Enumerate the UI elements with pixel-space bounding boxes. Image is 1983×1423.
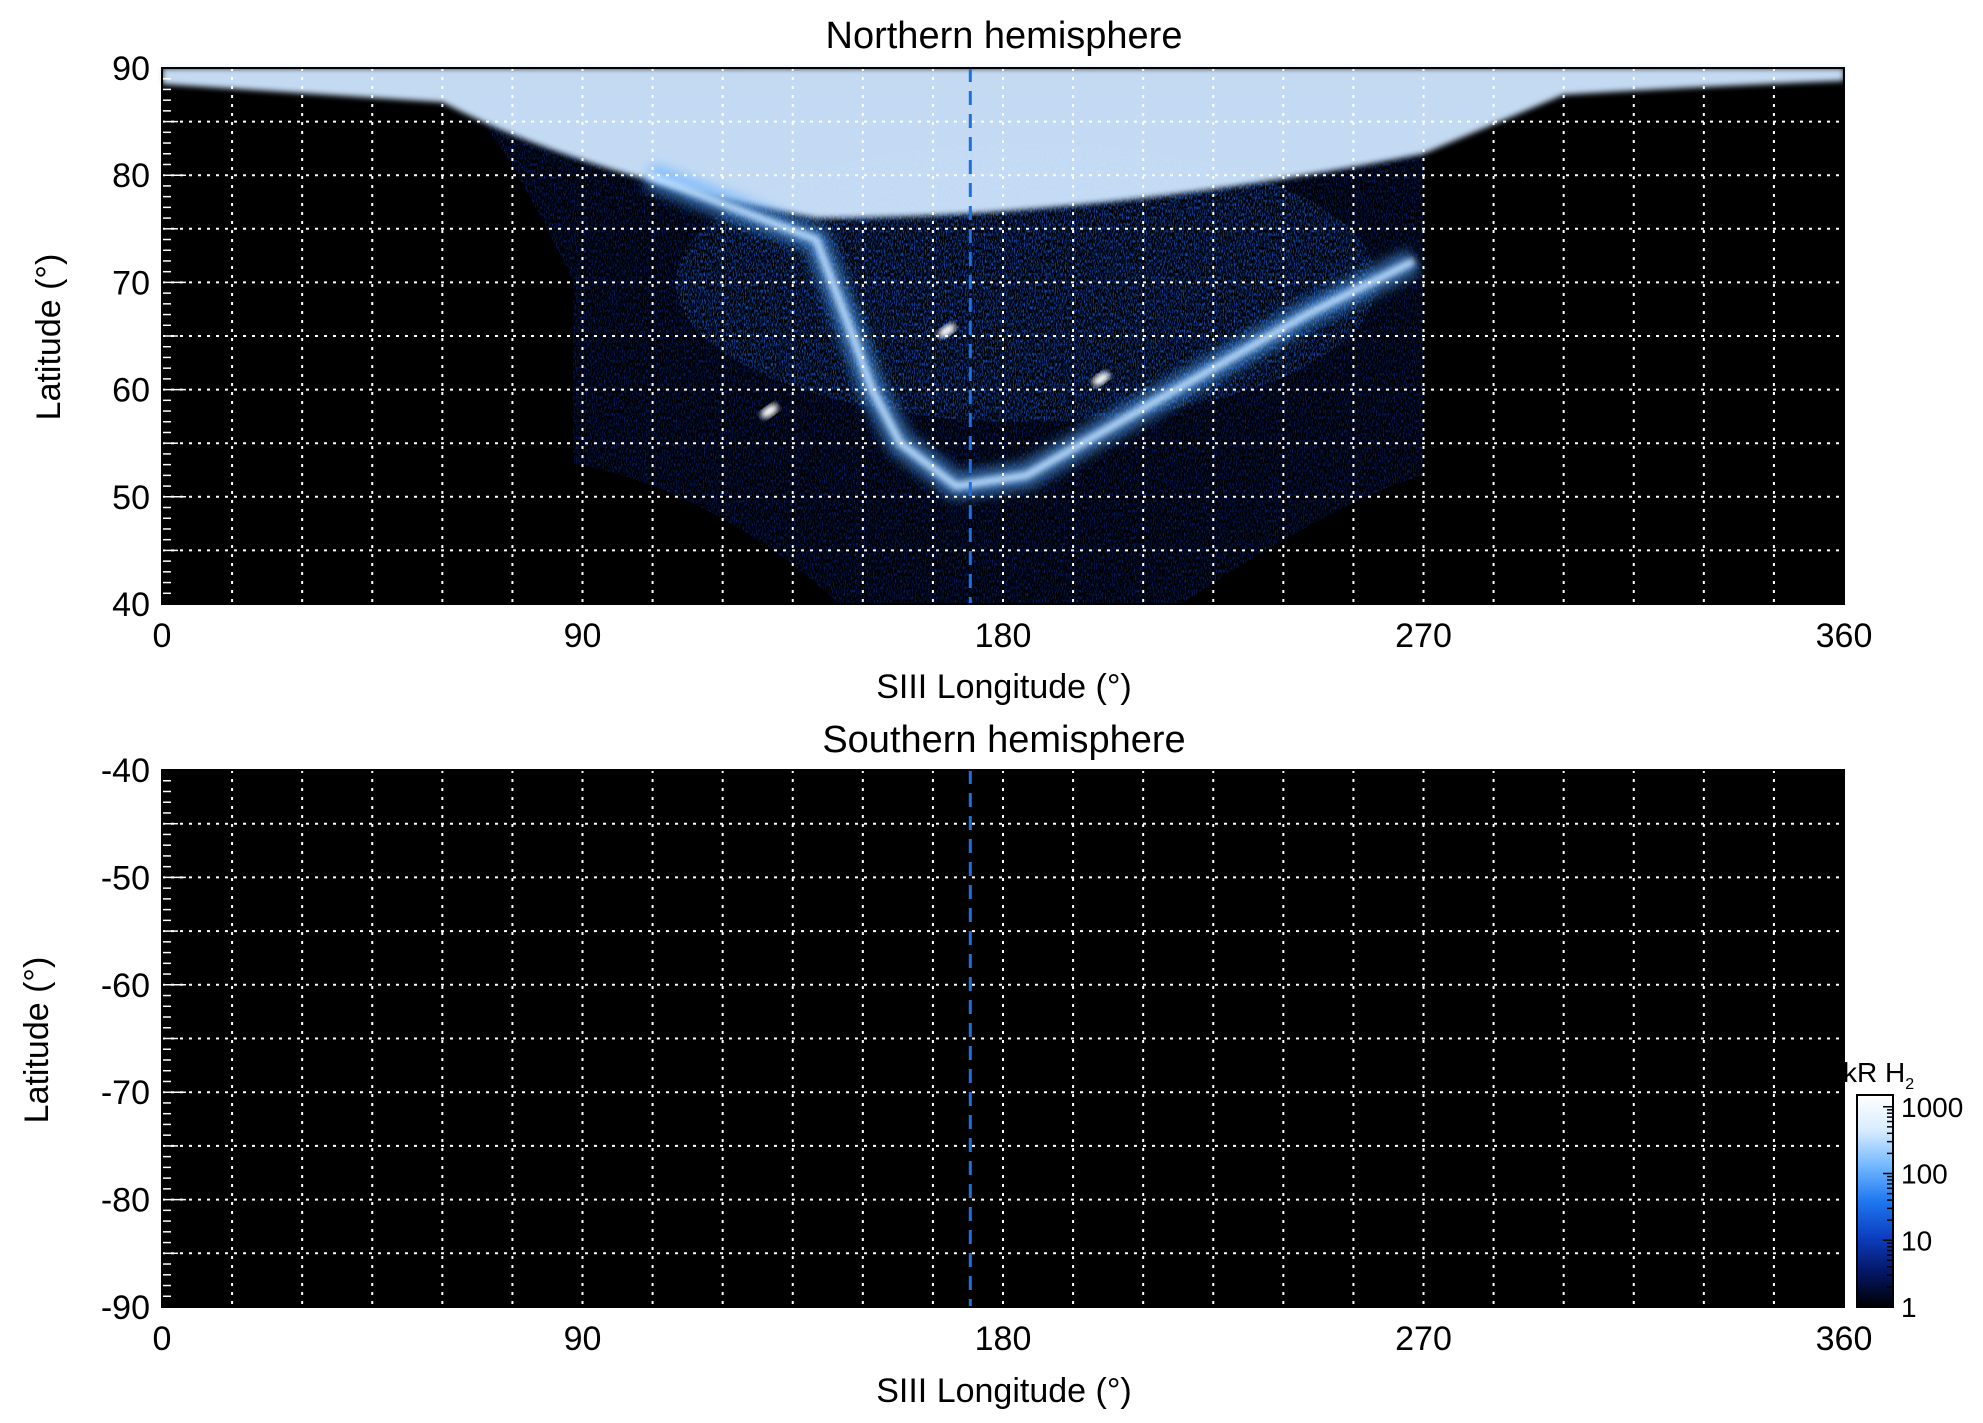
x-tick-label: 270 [1395,617,1452,655]
colorbar-tick-label: 100 [1901,1159,1948,1190]
plot-frame [161,67,1845,605]
y-minor-ticks [162,67,186,605]
y-axis-label: Latitude (°) [18,957,56,1124]
y-tick-label: 50 [112,479,150,517]
colorbar-gradient [1856,1094,1894,1308]
colorbar-label: kR H2 [1843,1057,1914,1093]
y-tick-label: -90 [101,1289,150,1327]
y-tick-labels: -40 -50 -60 -70 -80 -90 [101,752,150,1327]
bright-spot [760,403,779,419]
y-tick-label: 70 [112,264,150,302]
y-tick-label: 80 [112,157,150,195]
colorbar-tick-label: 1000 [1901,1092,1963,1123]
plot-area [161,769,1845,1308]
colorbar-ticks: 1000 100 10 1 [1883,1092,1963,1323]
x-tick-labels: 0 90 180 270 360 [153,617,1873,655]
chart-title: Northern hemisphere [826,15,1183,57]
colorbar-tick-label: 10 [1901,1225,1932,1256]
southern-hemisphere-panel: Southern hemisphere 0 90 180 270 360 -40-50-… [18,719,1872,1410]
x-tick-label: 360 [1816,617,1873,655]
x-tick-label: 180 [975,1320,1032,1358]
auroral-emission [162,68,1844,604]
x-axis-label: SIII Longitude (°) [876,1372,1132,1410]
x-tick-label: 360 [1816,1320,1873,1358]
x-tick-label: 0 [153,1320,172,1358]
plot-area [161,67,1845,605]
colorbar: kR H2 1000 100 10 1 [1843,1057,1963,1323]
y-tick-label: -80 [101,1182,150,1220]
colorbar-tick-label: 1 [1901,1292,1917,1323]
y-tick-label: -70 [101,1074,150,1112]
x-axis-label: SIII Longitude (°) [876,668,1132,706]
y-tick-label: -40 [101,752,150,790]
x-tick-label: 90 [564,617,602,655]
y-tick-label: 60 [112,372,150,410]
y-tick-label: -60 [101,967,150,1005]
y-tick-labels: 40 50 60 70 80 90 [112,50,150,624]
y-tick-label: 40 [112,586,150,624]
grid [162,770,1844,1307]
x-tick-label: 0 [153,617,172,655]
grid [162,68,1844,604]
y-tick-label: 90 [112,50,150,88]
northern-hemisphere-panel: Northern hemisphere 0 90 180 270 360 40 50 60 7… [30,15,1872,706]
bright-spot [1092,371,1110,386]
y-tick-label: -50 [101,859,150,897]
y-axis-label: Latitude (°) [30,254,68,421]
plot-frame [161,769,1845,1308]
main-oval [646,171,1416,491]
x-tick-labels: 0 90 180 270 360 [153,1320,1873,1358]
x-tick-label: 270 [1395,1320,1452,1358]
bright-spot [938,323,956,338]
x-tick-label: 180 [975,617,1032,655]
x-tick-label: 90 [564,1320,602,1358]
chart-title: Southern hemisphere [822,719,1185,761]
